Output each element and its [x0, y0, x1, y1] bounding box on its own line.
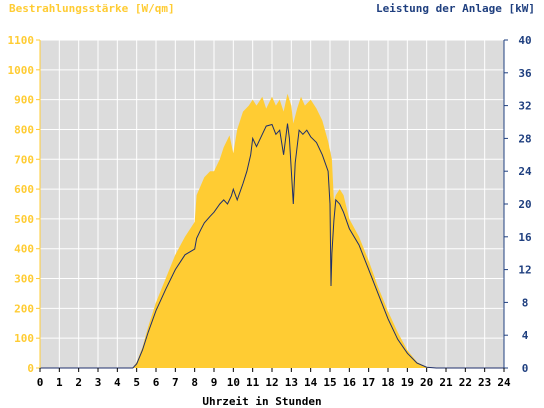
- right-tick-label: 40: [518, 34, 531, 47]
- left-tick-label: 700: [14, 153, 34, 166]
- left-tick-label: 100: [14, 332, 34, 345]
- x-tick-label: 0: [37, 376, 44, 389]
- left-tick-label: 900: [14, 94, 34, 107]
- left-tick-label: 1100: [8, 34, 35, 47]
- right-tick-label: 24: [518, 165, 532, 178]
- left-tick-label: 300: [14, 273, 34, 286]
- right-tick-label: 36: [518, 67, 532, 80]
- power-line: [40, 123, 504, 369]
- x-tick-label: 16: [343, 376, 357, 389]
- irradiance-area: [40, 93, 504, 368]
- right-tick-label: 0: [522, 362, 529, 375]
- left-axis-ticks: 0 100 200 300 400 500 600 700 800 900 1000 1100: [8, 34, 40, 375]
- left-tick-label: 400: [14, 243, 34, 256]
- right-tick-label: 28: [518, 132, 531, 145]
- x-tick-label: 11: [246, 376, 260, 389]
- x-tick-label: 3: [95, 376, 102, 389]
- x-tick-label: 9: [211, 376, 218, 389]
- right-tick-label: 16: [518, 231, 532, 244]
- x-tick-label: 4: [114, 376, 121, 389]
- x-tick-label: 2: [75, 376, 82, 389]
- right-tick-label: 8: [522, 296, 529, 309]
- x-axis-title: Uhrzeit in Stunden: [202, 395, 321, 408]
- x-tick-label: 5: [133, 376, 140, 389]
- x-tick-label: 15: [323, 376, 336, 389]
- x-tick-label: 6: [153, 376, 160, 389]
- x-tick-label: 8: [191, 376, 198, 389]
- x-tick-label: 1: [56, 376, 63, 389]
- x-tick-label: 7: [172, 376, 179, 389]
- x-tick-label: 23: [478, 376, 491, 389]
- x-tick-label: 13: [285, 376, 298, 389]
- x-tick-label: 12: [265, 376, 278, 389]
- x-axis-ticks: 0 1 2 3 4 5 6 7 8 9 10 11 12 13 14 15 16 17 18 19 20 21 22 23 24: [37, 368, 511, 389]
- x-tick-label: 10: [227, 376, 240, 389]
- x-tick-label: 22: [459, 376, 472, 389]
- left-tick-label: 600: [14, 183, 34, 196]
- left-tick-label: 0: [27, 362, 34, 375]
- x-tick-label: 20: [420, 376, 433, 389]
- right-tick-label: 32: [518, 100, 531, 113]
- x-tick-label: 14: [304, 376, 318, 389]
- right-axis-title: Leistung der Anlage [kW]: [376, 2, 535, 15]
- right-tick-label: 20: [518, 198, 531, 211]
- x-tick-label: 19: [401, 376, 414, 389]
- x-tick-label: 21: [439, 376, 453, 389]
- left-tick-label: 200: [14, 302, 34, 315]
- left-tick-label: 500: [14, 213, 34, 226]
- x-tick-label: 24: [497, 376, 511, 389]
- left-tick-label: 800: [14, 123, 34, 136]
- left-axis-title: Bestrahlungsstärke [W/qm]: [9, 2, 175, 15]
- right-tick-label: 4: [522, 329, 529, 342]
- left-tick-label: 1000: [8, 64, 35, 77]
- x-tick-label: 17: [362, 376, 375, 389]
- x-tick-label: 18: [381, 376, 394, 389]
- right-axis-ticks: 0 4 8 12 16 20 24 28 32 36 40: [504, 34, 532, 375]
- right-tick-label: 12: [518, 264, 531, 277]
